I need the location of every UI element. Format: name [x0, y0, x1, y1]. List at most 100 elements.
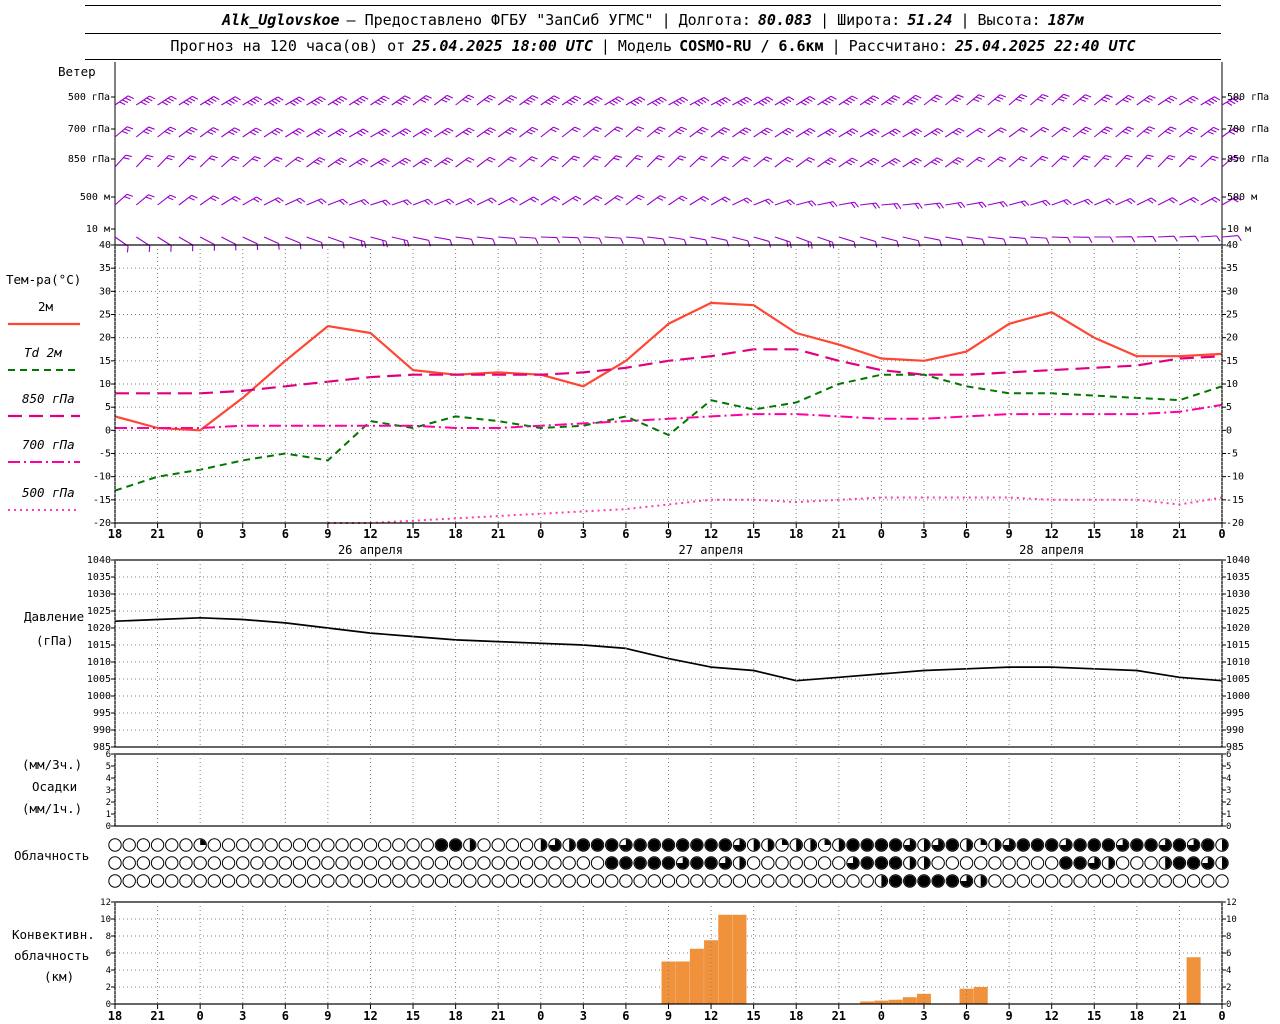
cloud-symbol [619, 874, 633, 888]
cloud-symbol [236, 838, 250, 852]
temp-axis-title: Тем-ра(°C) [6, 272, 82, 287]
cloud-symbol [349, 874, 363, 888]
wind-barb [774, 236, 792, 249]
wind-barb [221, 236, 237, 251]
wind-barb [582, 195, 603, 206]
cloud-symbol [505, 838, 520, 852]
wind-barb [284, 156, 304, 168]
cloud-fill [691, 857, 703, 869]
wind-barb [945, 201, 966, 209]
cloud-symbol [633, 874, 647, 888]
temp-y-label: 25 [99, 310, 111, 321]
x-tick-label: 6 [282, 527, 289, 541]
wind-barb [327, 96, 348, 106]
wind-barb [795, 96, 816, 106]
cloud-fill [980, 839, 987, 845]
wind-barb [625, 194, 645, 206]
cloud-symbol [420, 874, 434, 888]
temperature-panel [114, 244, 1223, 524]
cloud-symbol [1144, 874, 1158, 888]
conv-axis-title-1: Конвективн. [12, 927, 95, 942]
cloud-symbol [278, 874, 293, 888]
wind-barb [540, 95, 560, 106]
cloud-fill [540, 839, 547, 851]
x-tick-label: 9 [665, 527, 672, 541]
wind-panel [111, 62, 1242, 253]
cloud-axis-title: Облачность [14, 848, 90, 863]
precip-y-label: 2 [106, 798, 111, 808]
wind-axis-title: Ветер [58, 64, 96, 79]
convective-bar [973, 987, 988, 1004]
cloud-symbol [945, 856, 960, 870]
cloud-fill [662, 839, 675, 851]
wind-barb [817, 201, 838, 208]
conv-y-label: 4 [106, 966, 111, 976]
wind-barb [859, 128, 880, 138]
x-tick-label: 6 [282, 1009, 289, 1023]
x-tick-label: 12 [704, 527, 718, 541]
cloud-symbol [278, 856, 293, 870]
cloud-fill [606, 857, 618, 869]
cloud-fill [677, 857, 689, 869]
cloud-symbol [1030, 874, 1045, 888]
temp-y-label: 5 [105, 402, 111, 413]
conv-axis-units: (км) [44, 969, 75, 984]
temp-series-700-гПа [115, 403, 1223, 429]
wind-barb [135, 154, 154, 168]
x-tick-label: 0 [537, 1009, 544, 1023]
latitude-label: Широта: [837, 10, 901, 29]
wind-barb [753, 198, 774, 206]
cloud-symbol [207, 856, 222, 870]
cloud-fill [634, 857, 646, 869]
cloud-symbol [477, 856, 491, 870]
cloud-symbol [746, 874, 761, 888]
wind-barb [689, 97, 710, 107]
wind-barb [923, 94, 943, 106]
conv-y-label: 8 [106, 932, 111, 942]
wind-barb [1115, 126, 1135, 138]
wind-barb [1179, 235, 1200, 242]
cloud-symbol [746, 856, 761, 870]
cloud-fill [847, 857, 859, 869]
x-tick-label: 15 [406, 527, 420, 541]
wind-barb [114, 126, 134, 138]
x-tick-label: 9 [1005, 1009, 1012, 1023]
wind-barb [519, 236, 539, 245]
wind-barb [178, 236, 194, 252]
wind-barb [796, 200, 817, 207]
wind-barb [923, 202, 944, 209]
temp-series-2м [114, 301, 1223, 432]
wind-barb [1221, 127, 1241, 138]
cloud-symbol [179, 856, 193, 870]
x-tick-label: 0 [878, 527, 885, 541]
cloud-symbol [505, 874, 520, 888]
cloud-symbol [959, 856, 974, 870]
cloud-fill [1088, 839, 1100, 851]
wind-barb [178, 126, 198, 138]
wind-barb [263, 96, 284, 106]
x-tick-label: 0 [878, 1009, 885, 1023]
wind-barb [178, 95, 199, 106]
cloud-symbol [605, 874, 619, 888]
x-tick-label: 21 [150, 1009, 164, 1023]
wind-barb [689, 155, 708, 168]
x-tick-label: 21 [150, 527, 164, 541]
cloud-symbol [306, 856, 321, 870]
pressure-y-label: 985 [1226, 742, 1244, 753]
pressure-y-label: 990 [93, 725, 111, 736]
cloud-symbol [1101, 874, 1116, 888]
pressure-y-label: 1005 [1226, 674, 1250, 685]
x-tick-label: 12 [704, 1009, 718, 1023]
cloud-symbol [420, 856, 434, 870]
cloud-fill [847, 839, 859, 851]
wind-barb [306, 128, 326, 138]
cloud-fill [946, 875, 958, 887]
wind-barb [263, 236, 280, 250]
wind-barb [391, 95, 411, 106]
temp-y-label: -20 [93, 518, 111, 529]
wind-barb [114, 193, 133, 206]
wind-barb [902, 128, 923, 138]
precip-y-label: 4 [106, 774, 111, 784]
x-tick-label: 15 [1087, 1009, 1101, 1023]
header-separator: | [831, 36, 841, 55]
